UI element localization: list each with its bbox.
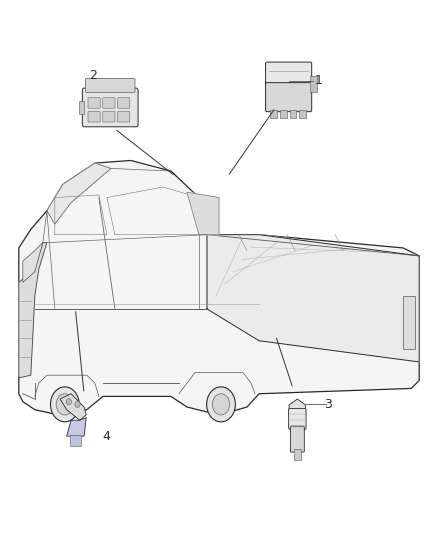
Text: 4: 4 [102,430,110,443]
FancyBboxPatch shape [88,111,100,122]
Polygon shape [19,160,419,415]
Polygon shape [19,243,47,378]
FancyBboxPatch shape [117,111,130,122]
Polygon shape [47,163,111,224]
Bar [290,110,297,118]
Polygon shape [187,192,219,235]
Polygon shape [207,235,419,362]
FancyBboxPatch shape [265,62,312,85]
Bar [79,101,84,114]
Circle shape [56,394,74,415]
Bar [299,110,306,118]
FancyBboxPatch shape [290,426,304,452]
Bar [280,110,287,118]
FancyBboxPatch shape [265,83,312,112]
Circle shape [212,394,230,415]
FancyBboxPatch shape [103,111,115,122]
FancyBboxPatch shape [85,78,135,92]
Polygon shape [23,243,43,282]
Bar [311,76,317,92]
FancyBboxPatch shape [82,88,138,127]
Text: 1: 1 [315,75,323,87]
Text: 2: 2 [89,69,97,82]
Bar [294,449,301,460]
Polygon shape [289,399,306,422]
Circle shape [207,387,235,422]
Bar [403,296,415,349]
Circle shape [75,401,80,408]
FancyBboxPatch shape [117,98,130,108]
Bar [70,435,81,446]
Circle shape [50,387,79,422]
Text: 3: 3 [324,398,332,411]
FancyBboxPatch shape [88,98,100,108]
FancyBboxPatch shape [289,409,306,429]
Polygon shape [60,394,86,420]
Bar [270,110,277,118]
Circle shape [66,399,71,405]
FancyBboxPatch shape [103,98,115,108]
Polygon shape [67,418,86,436]
